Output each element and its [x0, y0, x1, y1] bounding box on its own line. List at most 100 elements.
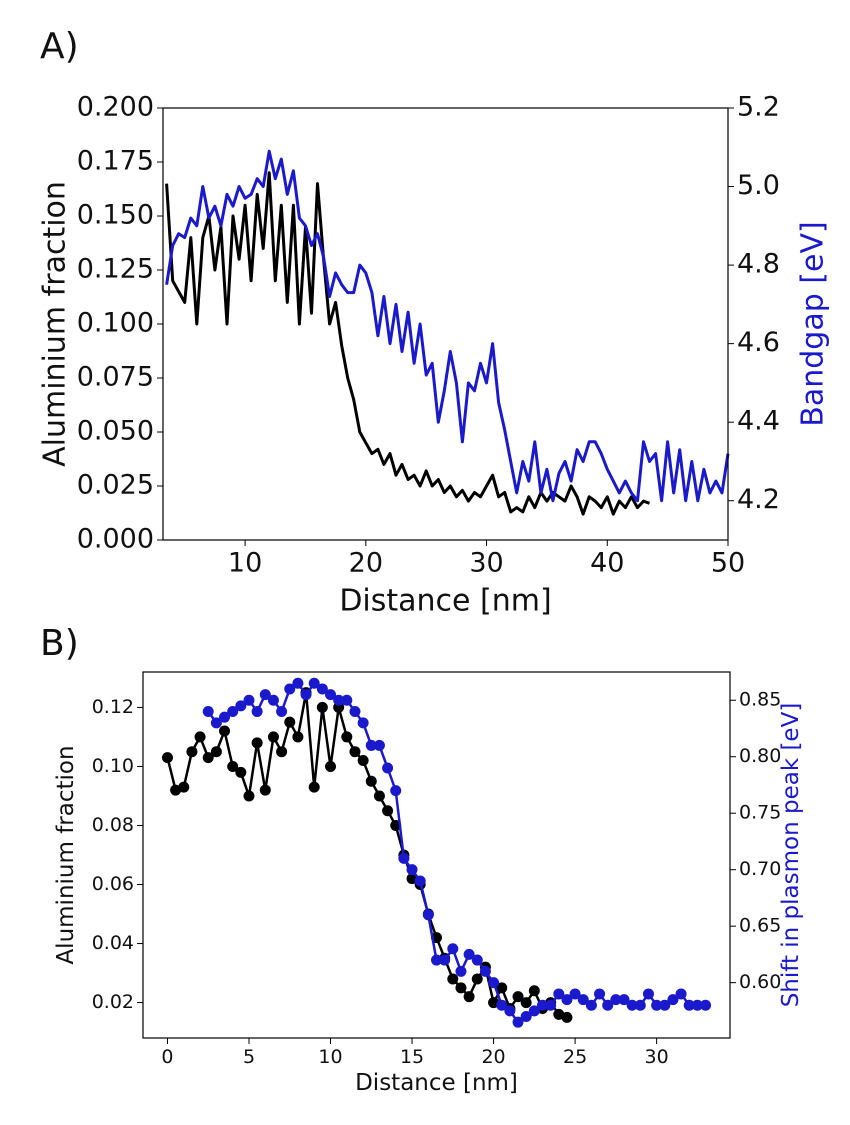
- data-point: [471, 954, 483, 966]
- data-point: [610, 994, 622, 1006]
- panel-label: A): [40, 26, 79, 67]
- plot-frame: [162, 107, 729, 541]
- data-point: [341, 731, 353, 743]
- data-point: [488, 977, 500, 989]
- y-tick-label: 0.200: [77, 92, 154, 123]
- x-tick-label: 0: [161, 1046, 173, 1068]
- data-point: [602, 999, 614, 1011]
- x-tick-label: 10: [228, 548, 262, 579]
- data-point: [422, 909, 434, 921]
- data-point: [300, 689, 312, 701]
- y2-tick-label: 0.80: [739, 745, 781, 767]
- data-point: [651, 999, 663, 1011]
- data-point: [626, 999, 638, 1011]
- data-point: [284, 683, 296, 695]
- data-point: [545, 999, 557, 1011]
- data-point: [463, 991, 475, 1003]
- data-point: [243, 790, 255, 802]
- x-tick-label: 50: [711, 548, 745, 579]
- data-line: [165, 171, 651, 516]
- y2-axis-label: Bandgap [eV]: [795, 221, 830, 426]
- data-point: [210, 746, 222, 758]
- data-point: [577, 994, 589, 1006]
- data-point: [194, 731, 206, 743]
- data-point: [594, 988, 606, 1000]
- data-point: [219, 711, 231, 723]
- data-point: [308, 781, 320, 793]
- y-tick-label: 0.08: [92, 814, 134, 836]
- y-tick-label: 0.06: [92, 873, 134, 895]
- data-point: [634, 999, 646, 1011]
- y2-tick-label: 4.4: [737, 406, 780, 437]
- data-point: [357, 717, 369, 729]
- x-tick-label: 15: [400, 1046, 424, 1068]
- y2-tick-label: 0.65: [739, 915, 781, 937]
- data-point: [528, 1005, 540, 1017]
- data-point: [373, 739, 385, 751]
- data-point: [691, 999, 703, 1011]
- data-point: [251, 737, 263, 749]
- data-point: [553, 988, 565, 1000]
- y-axis-label: Aluminium fraction: [53, 745, 79, 964]
- data-point: [585, 999, 597, 1011]
- x-axis-label: Distance [nm]: [355, 1070, 518, 1096]
- y-tick-label: 0.175: [77, 146, 154, 177]
- y-tick-label: 0.12: [92, 696, 134, 718]
- data-point: [536, 999, 548, 1011]
- data-point: [333, 694, 345, 706]
- data-point: [512, 991, 524, 1003]
- y-tick-label: 0.100: [77, 308, 154, 339]
- data-point: [479, 965, 491, 977]
- data-point: [520, 1011, 532, 1023]
- plot-frame: [142, 671, 731, 1039]
- data-point: [561, 994, 573, 1006]
- x-tick-label: 40: [590, 548, 624, 579]
- x-axis-label: Distance [nm]: [339, 584, 551, 619]
- y2-tick-label: 4.8: [737, 249, 780, 280]
- y2-tick-label: 4.2: [737, 484, 780, 515]
- data-point: [202, 706, 214, 718]
- data-point: [235, 766, 247, 778]
- x-tick-label: 10: [318, 1046, 342, 1068]
- y2-tick-label: 0.70: [739, 858, 781, 880]
- data-point: [284, 716, 296, 728]
- x-tick-label: 30: [469, 548, 503, 579]
- y2-tick-label: 5.2: [737, 92, 780, 123]
- data-point: [455, 982, 467, 994]
- data-point: [325, 760, 337, 772]
- y-tick-label: 0.000: [77, 524, 154, 555]
- data-point: [267, 731, 279, 743]
- data-point: [235, 700, 247, 712]
- panel-label: B): [40, 623, 79, 664]
- data-point: [504, 1005, 516, 1017]
- data-point: [325, 689, 337, 701]
- data-point: [316, 683, 328, 695]
- data-point: [496, 999, 508, 1011]
- x-tick-label: 25: [563, 1046, 587, 1068]
- y-tick-label: 0.02: [92, 991, 134, 1013]
- data-point: [259, 784, 271, 796]
- data-point: [406, 864, 418, 876]
- data-point: [398, 852, 410, 864]
- data-point: [357, 755, 369, 767]
- data-line: [166, 691, 568, 1019]
- data-point: [161, 752, 173, 764]
- data-point: [569, 988, 581, 1000]
- data-point: [471, 973, 483, 985]
- data-point: [365, 775, 377, 787]
- data-point: [642, 988, 654, 1000]
- data-point: [308, 677, 320, 689]
- data-point: [227, 760, 239, 772]
- data-point: [463, 948, 475, 960]
- y-tick-label: 0.04: [92, 932, 134, 954]
- y-tick-label: 0.125: [77, 254, 154, 285]
- data-point: [700, 999, 712, 1011]
- data-point: [683, 999, 695, 1011]
- data-point: [178, 781, 190, 793]
- data-point: [447, 973, 459, 985]
- data-point: [447, 943, 459, 955]
- y-tick-label: 0.050: [77, 416, 154, 447]
- data-line: [165, 149, 730, 503]
- x-tick-label: 20: [349, 548, 383, 579]
